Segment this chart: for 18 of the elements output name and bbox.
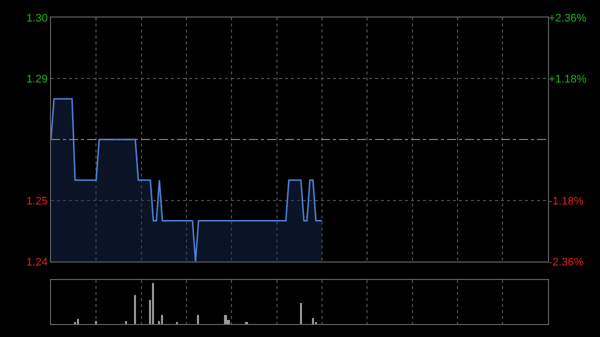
y-tick-label: 1.25 xyxy=(26,195,48,208)
bar xyxy=(161,314,163,324)
y-tick-label: 1.29 xyxy=(26,73,48,86)
bar xyxy=(224,314,227,324)
y2-tick-label: +1.18% xyxy=(548,73,587,86)
y-tick-label: 1.24 xyxy=(26,256,48,268)
bar xyxy=(300,302,302,324)
bar xyxy=(312,318,314,324)
y2-tick-label: +2.36% xyxy=(548,12,587,25)
bar xyxy=(197,314,199,324)
bar xyxy=(134,294,136,324)
bar xyxy=(125,320,127,324)
bar xyxy=(95,320,97,324)
bar xyxy=(152,282,154,324)
bar xyxy=(77,318,79,324)
y-tick-label: 1.30 xyxy=(26,12,48,25)
y2-tick-label: -1.18% xyxy=(548,195,584,208)
y2-tick-label: -2.36% xyxy=(548,256,584,268)
